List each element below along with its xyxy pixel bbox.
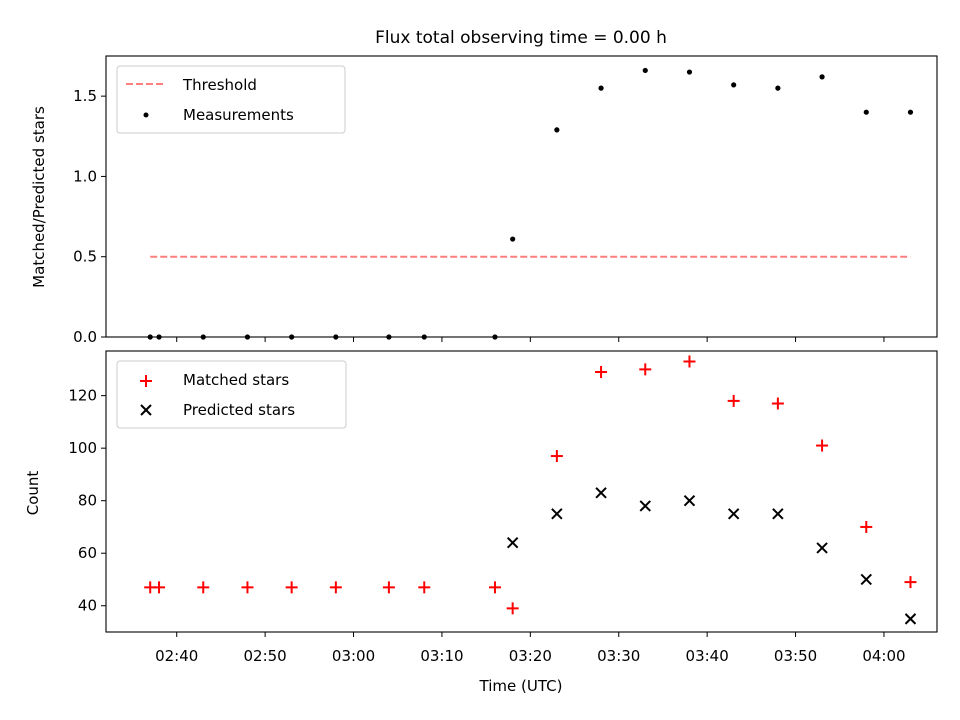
matched-star-point	[771, 397, 784, 410]
legend-predicted-swatch	[140, 404, 152, 416]
matched-star-point	[506, 602, 519, 615]
bottom-legend: Matched stars Predicted stars	[116, 360, 347, 429]
matched-star-point	[816, 439, 829, 452]
measurement-point	[642, 67, 648, 74]
x-tick-label: 02:50	[244, 647, 287, 665]
measurement-point	[775, 85, 781, 91]
bottom-legend-box	[116, 360, 347, 429]
bottom-y-tick-label: 100	[68, 439, 97, 457]
bottom-y-tick-label: 60	[78, 544, 97, 562]
predicted-star-point	[683, 494, 696, 507]
chart-title: Flux total observing time = 0.00 h	[375, 28, 667, 48]
predicted-star-point	[904, 613, 917, 625]
top-y-tick-label: 1.5	[73, 87, 97, 105]
top-legend: Threshold Measurements	[116, 65, 346, 134]
predicted-star-point	[551, 508, 563, 520]
predicted-star-point	[727, 508, 740, 520]
top-plot-frame	[105, 55, 938, 338]
legend-measurements-swatch	[143, 112, 149, 118]
x-axis-label: Time (UTC)	[479, 677, 563, 695]
bottom-y-tick-label: 120	[68, 387, 97, 405]
predicted-star-point	[595, 487, 607, 499]
x-tick-label: 03:30	[597, 647, 640, 665]
matched-star-point	[241, 581, 254, 594]
legend-measurements-label: Measurements	[183, 106, 294, 124]
matched-star-point	[595, 366, 608, 379]
x-tick-label: 03:40	[686, 647, 729, 665]
x-tick-label: 03:20	[509, 647, 552, 665]
measurement-point	[686, 69, 693, 75]
predicted-star-point	[506, 537, 519, 549]
matched-star-point	[197, 581, 210, 594]
measurement-point	[510, 236, 516, 242]
matched-star-point	[418, 581, 431, 594]
predicted-star-point	[816, 542, 828, 554]
predicted-star-point	[860, 573, 872, 586]
measurement-point	[907, 109, 914, 115]
top-y-tick-label: 0.5	[73, 248, 97, 266]
bottom-y-axis-label: Count	[24, 471, 42, 516]
x-tick-label: 03:00	[332, 647, 375, 665]
bottom-y-tick-label: 40	[78, 597, 97, 615]
matched-star-point	[488, 581, 501, 594]
matched-star-point	[550, 450, 563, 463]
legend-predicted-label: Predicted stars	[183, 401, 295, 419]
x-tick-label: 03:50	[774, 647, 817, 665]
measurement-point	[819, 74, 825, 80]
legend-threshold-label: Threshold	[182, 76, 257, 94]
predicted-star-point	[772, 508, 784, 520]
x-tick-label: 02:40	[155, 647, 198, 665]
matched-star-point	[683, 355, 696, 368]
x-tick-label: 04:00	[862, 647, 905, 665]
matched-star-point	[860, 520, 873, 533]
matched-star-point	[727, 394, 740, 407]
measurement-point	[554, 127, 560, 133]
top-y-tick-label: 1.0	[73, 167, 97, 185]
x-tick-label: 03:10	[420, 647, 463, 665]
measurement-point	[598, 85, 604, 91]
matched-star-point	[904, 576, 917, 589]
top-y-axis-label: Matched/Predicted stars	[30, 106, 48, 288]
matched-star-point	[285, 581, 298, 594]
bottom-plot-area	[144, 355, 917, 625]
legend-matched-swatch	[140, 375, 152, 387]
legend-matched-label: Matched stars	[183, 371, 289, 389]
matched-star-point	[153, 581, 166, 594]
top-legend-box	[116, 65, 346, 134]
bottom-plot-frame	[105, 350, 938, 633]
matched-star-point	[382, 581, 395, 594]
measurement-point	[731, 82, 737, 88]
measurement-point	[863, 109, 869, 115]
matched-star-point	[639, 363, 652, 376]
matched-star-point	[329, 581, 342, 594]
predicted-star-point	[639, 500, 651, 512]
bottom-y-tick-label: 80	[78, 492, 97, 510]
top-y-tick-label: 0.0	[73, 328, 97, 346]
